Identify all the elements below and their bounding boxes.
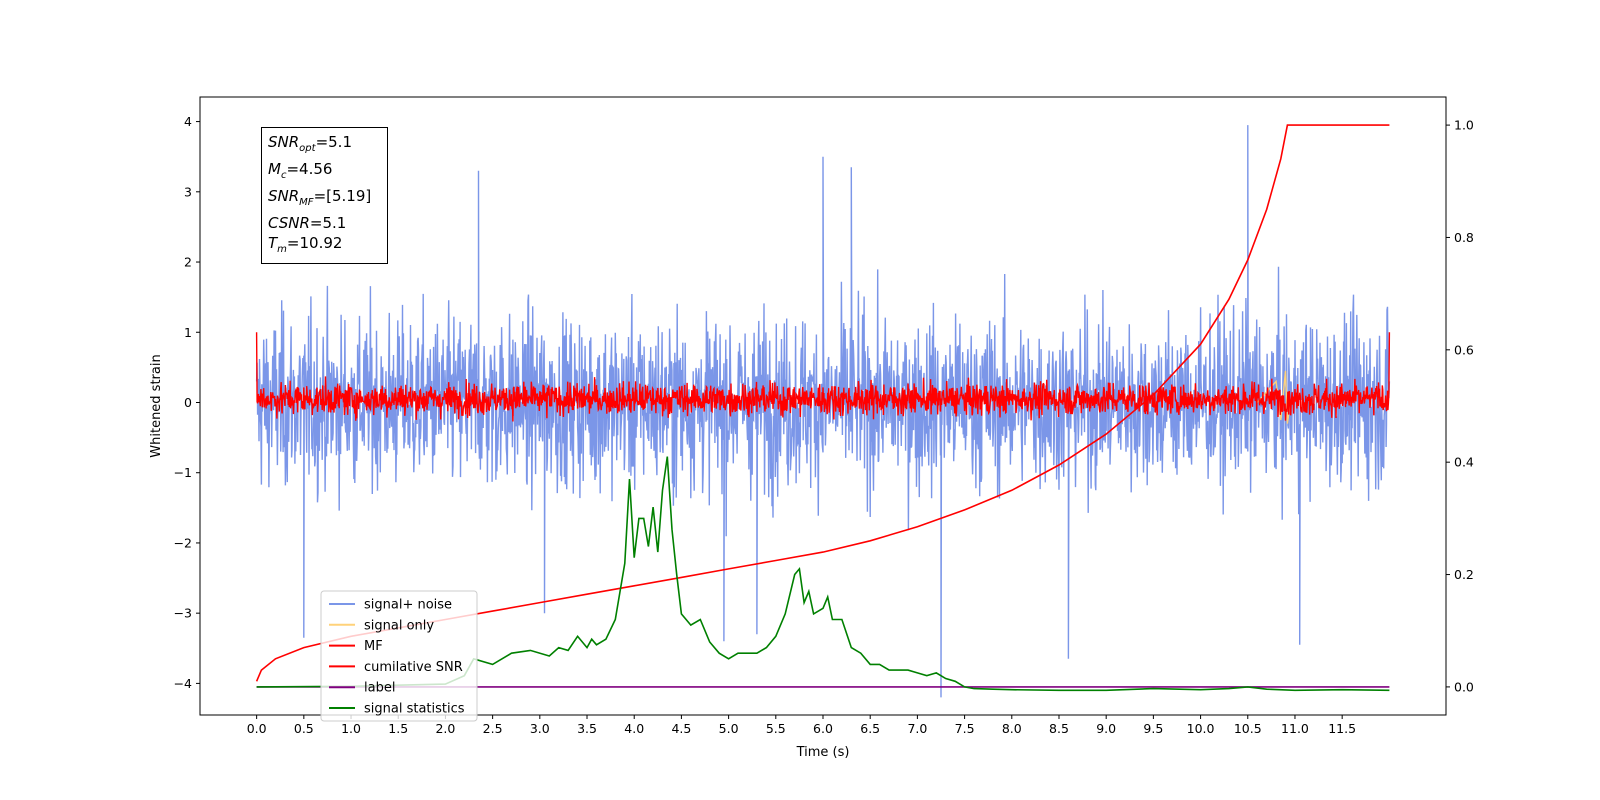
snr-opt-symbol: SNR <box>268 133 300 151</box>
x-tick-label: 10.0 <box>1187 721 1215 736</box>
series-signal-statistics <box>256 456 1390 692</box>
legend-entry: signal only <box>364 618 434 633</box>
mc-symbol: M <box>268 160 281 178</box>
y-axis-label: Whitened strain <box>149 354 164 457</box>
tm-symbol: T <box>268 234 278 252</box>
y-tick-label: 3 <box>184 184 192 199</box>
x-tick-label: 3.5 <box>577 721 597 736</box>
x-tick-label: 5.5 <box>766 721 786 736</box>
series-signal-noise <box>255 125 1391 698</box>
x-tick-label: 7.0 <box>907 721 927 736</box>
y2-tick-label: 0.2 <box>1454 567 1474 582</box>
annotation-snr-opt: SNRopt=5.1 <box>268 132 382 159</box>
x-tick-label: 10.5 <box>1234 721 1262 736</box>
x-tick-label: 8.0 <box>1002 721 1022 736</box>
x-tick-label: 6.5 <box>860 721 880 736</box>
annotation-snr-mf: SNRMF=[5.19] <box>268 186 382 213</box>
y-tick-label: −2 <box>174 535 192 550</box>
y2-tick-label: 1.0 <box>1454 118 1474 133</box>
x-tick-label: 9.5 <box>1143 721 1163 736</box>
legend: signal+ noise signal only MF cumilative SNR… <box>320 590 478 722</box>
x-tick-label: 1.0 <box>341 721 361 736</box>
x-tick-label: 5.0 <box>719 721 739 736</box>
tm-value: =10.92 <box>286 234 343 252</box>
x-tick-label: 0.5 <box>294 721 314 736</box>
legend-entry: cumilative SNR <box>364 660 463 675</box>
csnr-symbol: CSNR <box>268 214 310 232</box>
x-tick-label: 1.5 <box>388 721 408 736</box>
y-axis-left: 4 3 2 1 0 −1 −2 −3 −4 <box>174 114 200 691</box>
series-mf <box>255 332 1391 422</box>
x-axis: 0.0 0.5 1.0 1.5 2.0 2.5 3.0 3.5 4.0 4.5 5.0 5.5 6.0 6… <box>247 715 1356 736</box>
x-tick-label: 7.5 <box>955 721 975 736</box>
snr-mf-subscript: MF <box>299 197 314 208</box>
legend-entry: signal+ noise <box>364 598 452 613</box>
x-tick-label: 6.0 <box>813 721 833 736</box>
snr-mf-symbol: SNR <box>268 187 300 205</box>
x-axis-label: Time (s) <box>796 745 850 760</box>
snr-opt-value: =5.1 <box>315 133 352 151</box>
csnr-value: =5.1 <box>309 214 347 232</box>
annotation-tm: Tm=10.92 <box>268 233 382 260</box>
legend-entry: label <box>364 681 395 696</box>
legend-box <box>320 590 478 722</box>
tm-subscript: m <box>277 244 287 255</box>
x-tick-label: 4.5 <box>671 721 691 736</box>
annotation-mc: Mc=4.56 <box>268 159 382 186</box>
mc-value: =4.56 <box>286 160 333 178</box>
annotation-box: SNRopt=5.1 Mc=4.56 SNRMF=[5.19] CSNR=5.1… <box>261 127 388 264</box>
y2-tick-label: 0.8 <box>1454 230 1474 245</box>
legend-entry: MF <box>364 639 383 654</box>
y-axis-right: 1.0 0.8 0.6 0.4 0.2 0.0 <box>1446 118 1474 694</box>
x-tick-label: 0.0 <box>247 721 267 736</box>
x-tick-label: 11.5 <box>1328 721 1356 736</box>
y-tick-label: −3 <box>174 606 192 621</box>
y-tick-label: 4 <box>184 114 192 129</box>
y-tick-label: 2 <box>184 255 192 270</box>
y2-tick-label: 0.4 <box>1454 455 1474 470</box>
y2-tick-label: 0.0 <box>1454 679 1474 694</box>
annotation-csnr: CSNR=5.1 <box>268 213 382 233</box>
mc-subscript: c <box>280 170 287 181</box>
y-tick-label: 0 <box>184 395 192 410</box>
x-tick-label: 2.5 <box>483 721 503 736</box>
y2-tick-label: 0.6 <box>1454 342 1474 357</box>
x-tick-label: 3.0 <box>530 721 550 736</box>
snr-mf-value: =[5.19] <box>313 187 372 205</box>
snr-opt-subscript: opt <box>299 143 316 154</box>
x-tick-label: 9.0 <box>1096 721 1116 736</box>
y-tick-label: −4 <box>174 676 192 691</box>
y-tick-label: 1 <box>184 325 192 340</box>
x-tick-label: 4.0 <box>624 721 644 736</box>
x-tick-label: 8.5 <box>1049 721 1069 736</box>
y-tick-label: −1 <box>174 465 192 480</box>
x-tick-label: 11.0 <box>1281 721 1309 736</box>
legend-entry: signal statistics <box>364 702 465 717</box>
x-tick-label: 2.0 <box>435 721 455 736</box>
